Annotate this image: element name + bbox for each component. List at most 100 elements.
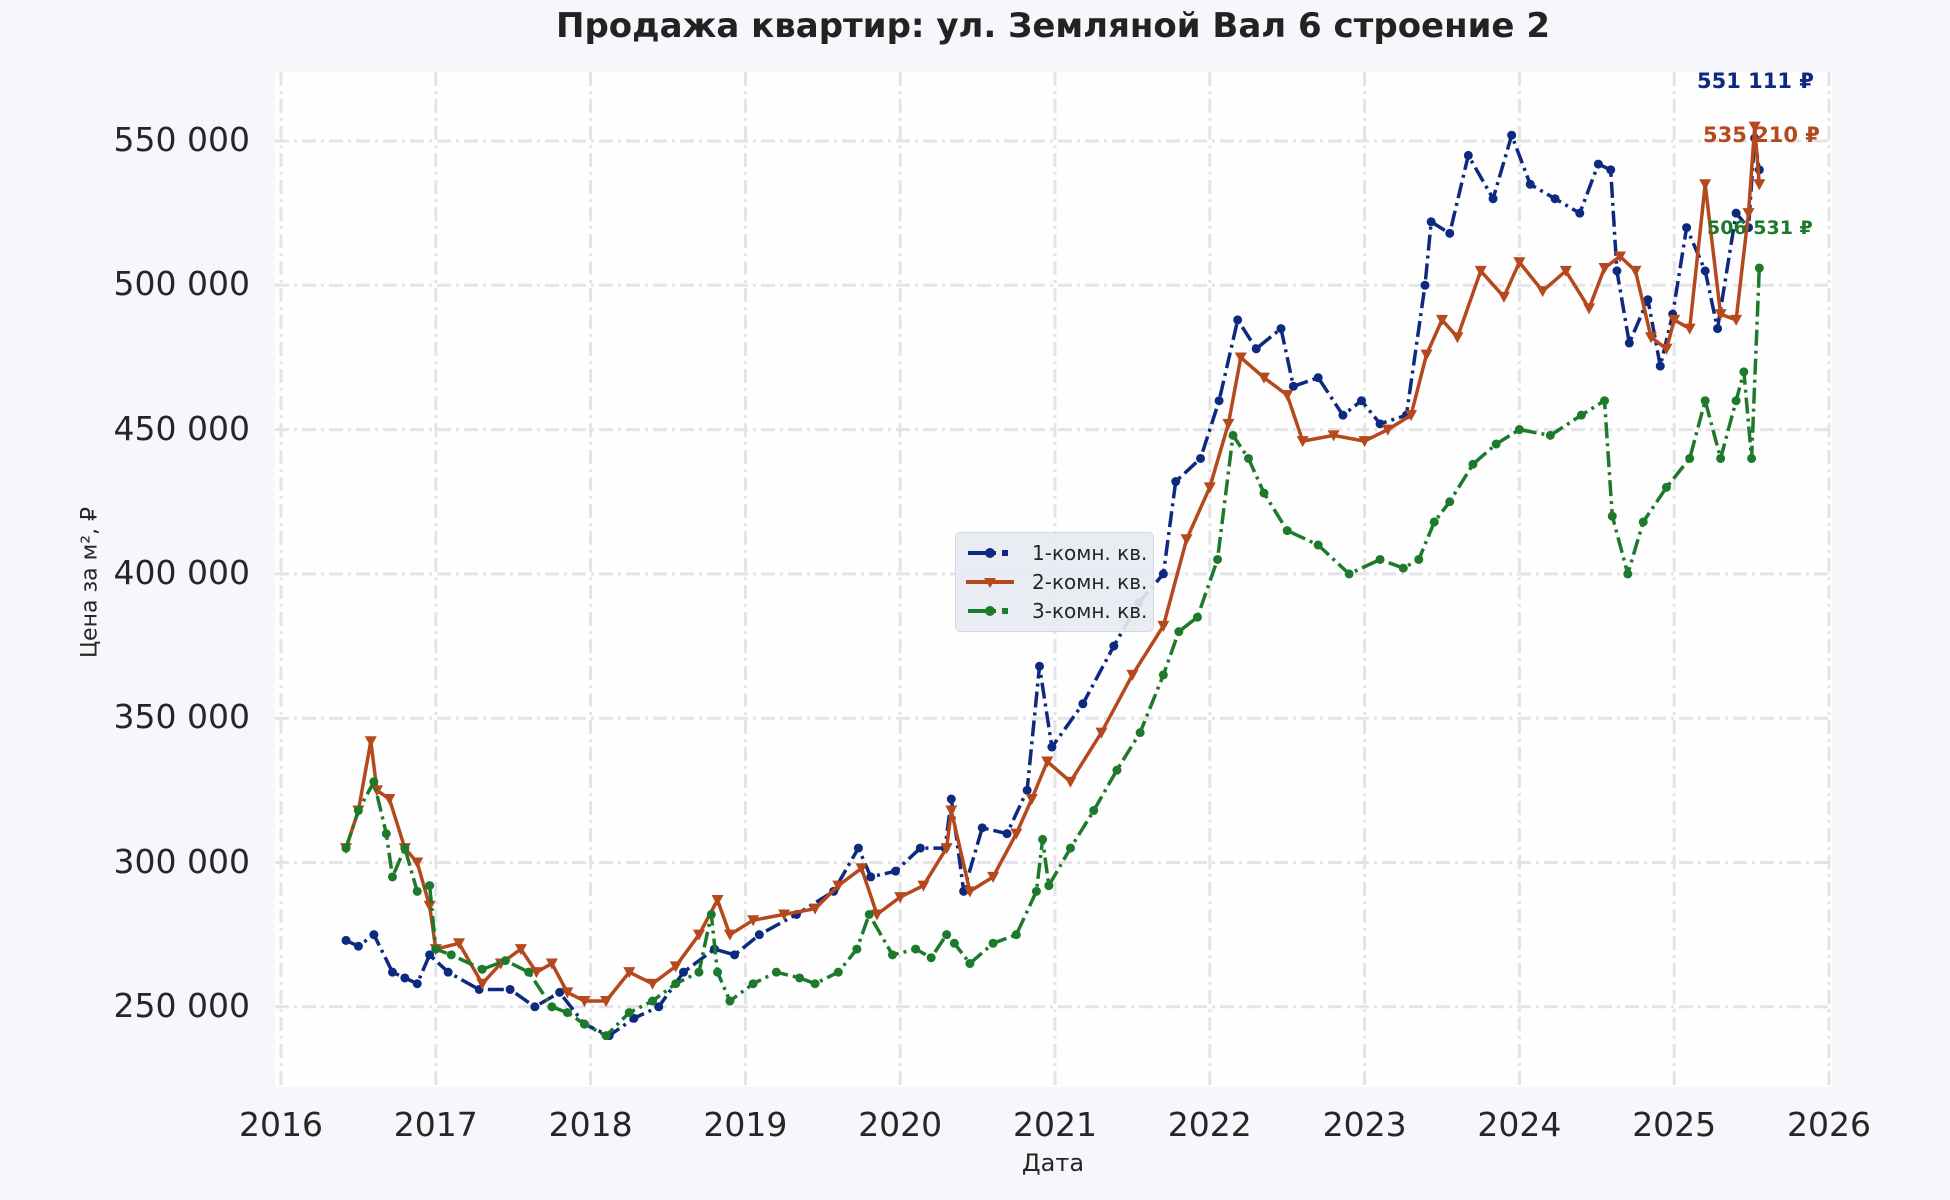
data-point-marker <box>1545 430 1555 440</box>
data-point-marker <box>1713 324 1723 334</box>
data-point-marker <box>1375 419 1385 429</box>
data-point-marker <box>1699 179 1712 191</box>
data-point-marker <box>891 866 901 876</box>
data-point-marker <box>1251 344 1261 354</box>
end-label-3room: 506 531 ₽ <box>1707 217 1813 239</box>
data-point-marker <box>1429 517 1439 527</box>
legend-item-3room: 3-комн. кв. <box>966 597 1147 625</box>
data-point-marker <box>1281 389 1294 401</box>
data-point-marker <box>425 950 435 960</box>
data-point-marker <box>1398 563 1408 573</box>
data-point-marker <box>1716 453 1726 463</box>
data-point-marker <box>1174 627 1184 637</box>
data-point-marker <box>1638 517 1648 527</box>
data-point-marker <box>1313 540 1323 550</box>
data-point-marker <box>1047 742 1057 752</box>
data-point-marker <box>1629 265 1642 277</box>
data-point-marker <box>555 987 565 997</box>
data-point-marker <box>1405 410 1418 422</box>
data-point-marker <box>692 929 705 941</box>
data-point-marker <box>1228 430 1238 440</box>
data-point-marker <box>1491 439 1501 449</box>
y-axis-label: Цена за м², ₽ <box>77 506 103 659</box>
data-point-marker <box>1463 150 1473 160</box>
data-point-marker <box>1614 251 1627 263</box>
data-point-marker <box>1126 669 1139 681</box>
y-tick-label: 550 000 <box>113 120 250 159</box>
data-point-marker <box>866 872 876 882</box>
data-point-marker <box>778 909 791 921</box>
data-point-marker <box>669 961 682 973</box>
data-point-marker <box>1753 179 1766 191</box>
data-point-marker <box>562 1008 572 1018</box>
data-point-marker <box>987 871 1000 883</box>
data-point-marker <box>1414 554 1424 564</box>
data-point-marker <box>1420 349 1433 361</box>
data-point-marker <box>894 892 907 904</box>
data-point-marker <box>1233 315 1243 325</box>
data-point-marker <box>1214 396 1224 406</box>
data-point-marker <box>1213 554 1223 564</box>
data-point-marker <box>1700 266 1710 276</box>
legend-item-2room: 2-комн. кв. <box>966 568 1147 596</box>
data-point-marker <box>1011 930 1021 940</box>
data-point-marker <box>1643 295 1653 305</box>
chart-title: Продажа квартир: ул. Земляной Вал 6 стро… <box>556 6 1550 46</box>
data-point-marker <box>1754 263 1764 273</box>
series-line-3 <box>344 267 1762 1038</box>
data-point-marker <box>1683 323 1696 335</box>
data-point-marker <box>1296 436 1309 448</box>
data-point-marker <box>1244 453 1253 463</box>
data-point-marker <box>530 967 543 979</box>
data-point-marker <box>671 979 681 989</box>
data-point-marker <box>1576 410 1586 420</box>
data-point-marker <box>1234 352 1247 364</box>
data-point-marker <box>963 886 976 898</box>
data-point-marker <box>383 794 396 806</box>
x-tick-label: 2023 <box>1322 1105 1407 1144</box>
data-point-marker <box>341 843 351 853</box>
data-point-marker <box>1747 453 1757 463</box>
data-point-marker <box>387 872 397 882</box>
data-point-marker <box>1731 208 1741 218</box>
data-point-marker <box>1748 121 1761 133</box>
data-point-marker <box>1203 482 1216 494</box>
data-point-marker <box>431 944 441 954</box>
data-point-marker <box>1606 165 1616 175</box>
data-point-marker <box>1436 314 1448 326</box>
data-point-marker <box>1010 828 1023 840</box>
data-point-marker <box>725 996 735 1006</box>
end-label-1room: 551 111 ₽ <box>1697 69 1814 93</box>
data-point-marker <box>387 967 397 977</box>
data-point-marker <box>977 823 987 833</box>
data-point-marker <box>730 950 740 960</box>
data-point-marker <box>1660 343 1673 355</box>
data-point-marker <box>364 736 377 748</box>
legend-item-1room: 1-комн. кв. <box>966 539 1147 567</box>
data-point-marker <box>1731 396 1741 406</box>
data-point-marker <box>400 843 410 853</box>
data-point-marker <box>1682 223 1692 233</box>
data-point-marker <box>1259 488 1269 498</box>
data-point-marker <box>578 996 591 1008</box>
data-point-marker <box>1022 785 1032 795</box>
data-point-marker <box>443 967 453 977</box>
data-point-marker <box>1536 286 1549 298</box>
legend-line-icon-orange <box>966 578 1014 588</box>
data-point-marker <box>1031 886 1041 896</box>
data-point-marker <box>1338 410 1348 420</box>
data-point-marker <box>1196 453 1206 463</box>
data-point-marker <box>754 930 764 940</box>
series-line-2 <box>344 124 1762 1003</box>
data-point-marker <box>1700 396 1710 406</box>
data-point-marker <box>1655 361 1665 371</box>
data-point-marker <box>1158 569 1168 579</box>
data-point-marker <box>1644 332 1657 344</box>
data-point-marker <box>514 944 527 956</box>
x-tick-label: 2016 <box>239 1105 323 1144</box>
data-point-marker <box>1559 265 1572 277</box>
data-point-marker <box>1468 459 1478 469</box>
data-point-marker <box>795 973 805 983</box>
data-point-marker <box>1600 396 1610 406</box>
data-point-marker <box>624 1008 634 1018</box>
